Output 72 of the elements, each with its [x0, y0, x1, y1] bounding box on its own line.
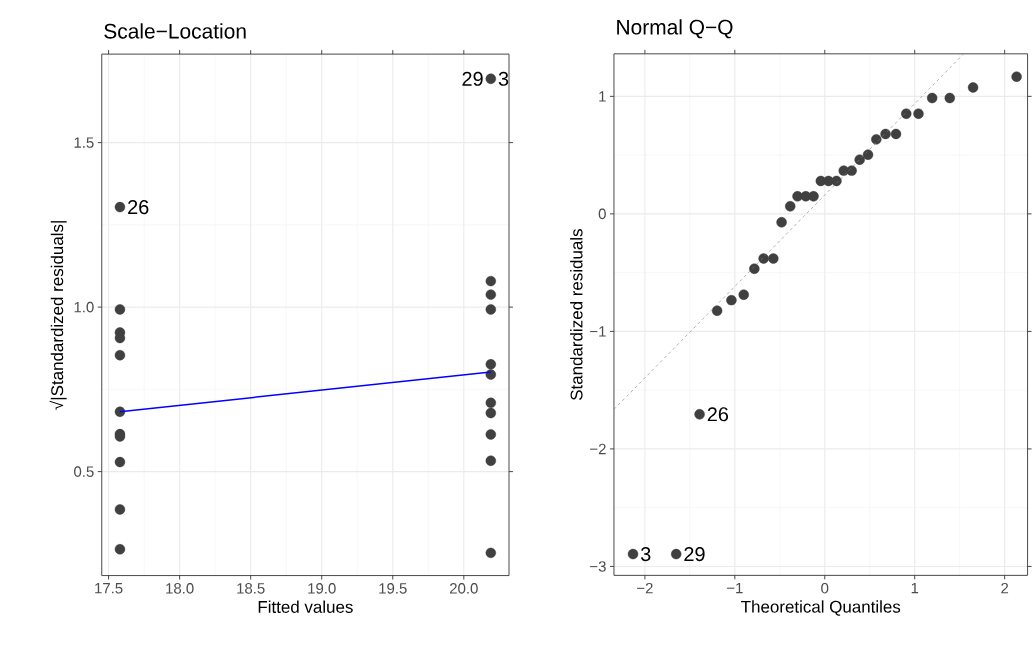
point — [627, 549, 639, 560]
y-tick-label: 1.5 — [74, 137, 94, 148]
point — [114, 544, 126, 555]
point — [114, 504, 126, 515]
point — [485, 276, 496, 287]
x-tick-label: 19.0 — [308, 583, 336, 594]
point — [114, 304, 126, 315]
point — [738, 289, 749, 300]
x-axis-title: Fitted values — [258, 600, 353, 614]
annotation: 29 — [684, 547, 705, 562]
x-tick-label: 0 — [821, 582, 829, 594]
annotation: 26 — [128, 200, 149, 215]
chart-title: Normal Q−Q — [617, 19, 733, 39]
y-tick-label: 0 — [598, 208, 606, 220]
point — [871, 134, 882, 145]
point — [1011, 71, 1022, 82]
point — [114, 350, 126, 361]
point — [485, 73, 496, 85]
y-axis-title: √|Standardized residuals| — [49, 221, 67, 410]
point — [485, 407, 496, 419]
point — [694, 409, 705, 420]
point — [726, 295, 737, 306]
point — [831, 175, 842, 187]
point — [862, 149, 874, 160]
x-tick-label: 17.5 — [95, 583, 123, 594]
y-tick-label: −2 — [590, 443, 606, 455]
point — [485, 359, 496, 370]
y-tick-label: −1 — [590, 326, 606, 337]
y-tick-label: 0.5 — [74, 466, 94, 477]
y-tick-label: −3 — [590, 561, 606, 572]
point — [749, 263, 760, 275]
point — [967, 82, 979, 93]
chart-title: Scale−Location — [104, 23, 246, 39]
annotation: 26 — [707, 407, 729, 422]
x-tick-label: 18.5 — [237, 583, 265, 594]
point — [926, 92, 938, 104]
annotation: 29 — [462, 71, 483, 86]
point — [114, 201, 126, 213]
x-tick-label: 18.0 — [166, 583, 194, 594]
y-tick-label: 1.0 — [74, 301, 94, 313]
point — [711, 305, 723, 316]
point — [485, 429, 496, 440]
point — [485, 289, 496, 300]
point — [671, 549, 682, 560]
x-tick-label: 1 — [911, 582, 919, 594]
point — [768, 253, 779, 264]
y-tick-label: 1 — [599, 91, 606, 102]
point — [785, 201, 796, 212]
x-tick-label: −1 — [727, 582, 743, 594]
point — [890, 128, 902, 140]
point — [114, 456, 126, 468]
point — [846, 165, 857, 176]
x-axis-title: Theoretical Quantiles — [741, 600, 901, 616]
annotation: 3 — [498, 71, 509, 86]
x-tick-label: 20.0 — [450, 583, 478, 594]
point — [776, 217, 787, 228]
annotation: 3 — [640, 547, 651, 562]
x-tick-label: 19.5 — [379, 583, 407, 594]
x-tick-label: −2 — [637, 582, 653, 594]
y-axis-title: Standardized residuals — [570, 229, 583, 401]
point — [944, 92, 955, 104]
x-tick-label: 2 — [1001, 582, 1009, 594]
point — [808, 191, 819, 202]
point — [485, 304, 496, 315]
point — [913, 108, 924, 120]
point — [485, 547, 496, 559]
point — [901, 108, 912, 120]
point — [485, 369, 496, 380]
point — [485, 455, 496, 467]
point — [114, 406, 126, 417]
point — [485, 397, 496, 409]
point — [758, 253, 769, 264]
